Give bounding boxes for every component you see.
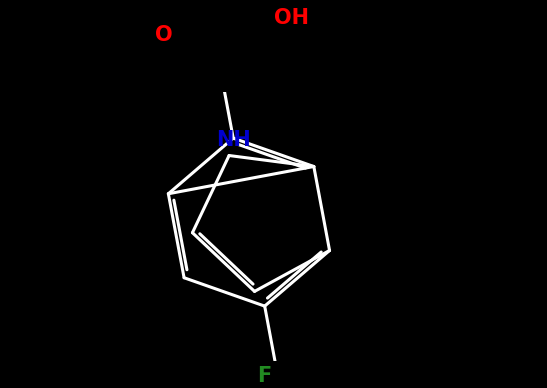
Text: OH: OH: [274, 8, 309, 28]
Text: NH: NH: [217, 130, 251, 150]
Text: F: F: [258, 366, 272, 386]
Text: O: O: [155, 25, 173, 45]
